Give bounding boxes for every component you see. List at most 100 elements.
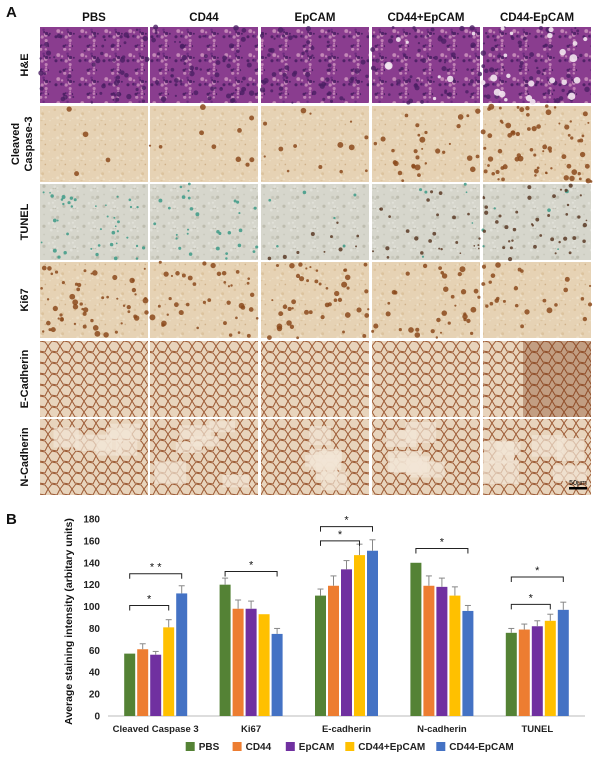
stain-dot xyxy=(282,304,288,310)
nucleus xyxy=(490,46,496,52)
micrograph-tile xyxy=(483,419,591,495)
tunel-green-dot xyxy=(186,232,189,235)
category-label: TUNEL xyxy=(521,724,553,735)
stain-dot xyxy=(585,178,591,184)
micrograph-tile xyxy=(483,341,591,417)
stain-dot xyxy=(542,144,548,150)
row-label: E-Cadherin xyxy=(19,349,31,408)
tunel-green-dot xyxy=(419,188,423,192)
stain-dot xyxy=(480,129,486,135)
stain-dot xyxy=(533,153,537,157)
nucleus xyxy=(489,67,495,73)
stain-dot xyxy=(170,274,174,278)
stain-dot xyxy=(192,282,197,286)
nucleus xyxy=(574,27,577,30)
stain-dot xyxy=(511,130,515,135)
nucleus xyxy=(519,64,523,69)
stain-dot xyxy=(520,269,524,273)
stain-dot xyxy=(168,297,172,301)
tunel-dark-dot xyxy=(512,227,517,232)
stain-dot xyxy=(514,156,520,162)
tunel-green-dot xyxy=(42,191,45,194)
tunel-dark-dot xyxy=(563,236,568,241)
stain-dot xyxy=(569,175,575,182)
nucleus xyxy=(202,35,205,38)
nucleus xyxy=(239,90,245,96)
nucleus xyxy=(189,70,195,77)
tunel-dark-dot xyxy=(477,244,480,247)
legend-swatch xyxy=(285,742,295,751)
nucleus xyxy=(292,34,296,38)
nucleus xyxy=(123,32,129,38)
tunel-dark-dot xyxy=(386,256,390,259)
nucleus xyxy=(156,52,161,56)
nucleus xyxy=(135,87,139,92)
stain-dot xyxy=(41,265,47,271)
stain-dot xyxy=(333,298,338,302)
bar xyxy=(245,608,257,716)
tunel-green-dot xyxy=(126,236,129,239)
stain-dot xyxy=(584,163,590,169)
nucleus xyxy=(524,83,528,88)
stain-dot xyxy=(443,286,449,292)
nucleus xyxy=(451,32,455,36)
nucleus xyxy=(123,41,127,45)
tunel-green-dot xyxy=(49,191,51,194)
stain-dot xyxy=(216,271,222,277)
category-label: Cleaved Caspase 3 xyxy=(113,724,199,735)
legend-label: CD44-EpCAM xyxy=(449,742,513,753)
stain-dot xyxy=(298,276,305,282)
tunel-dark-dot xyxy=(527,185,532,190)
nucleus xyxy=(348,78,354,84)
y-tick-label: 60 xyxy=(89,646,101,657)
y-axis-label: Average staining intensity (arbitary uni… xyxy=(63,518,75,725)
row-label: Ki67 xyxy=(19,288,31,311)
nucleus xyxy=(115,97,120,102)
micrograph-tile xyxy=(371,262,481,339)
tunel-dark-dot xyxy=(582,239,586,243)
nucleus xyxy=(95,58,101,64)
scale-bar-label: 50µm xyxy=(569,480,587,487)
tunel-green-dot xyxy=(167,206,171,210)
stain-dot xyxy=(235,270,240,274)
nucleus xyxy=(160,96,167,102)
tunel-green-dot xyxy=(136,205,139,209)
stain-dot xyxy=(127,310,131,314)
significance-label: * xyxy=(338,529,343,541)
micrograph-tile xyxy=(150,182,259,260)
tunel-dark-dot xyxy=(436,213,440,217)
tunel-green-dot xyxy=(97,244,101,247)
nucleus xyxy=(288,35,293,41)
nucleus xyxy=(536,66,539,70)
column-header: CD44+EpCAM xyxy=(387,12,464,24)
tunel-green-dot xyxy=(62,202,65,206)
tissue-gap xyxy=(496,442,521,456)
tunel-dark-dot xyxy=(558,240,561,244)
tile-background xyxy=(40,341,148,417)
nucleus xyxy=(43,72,47,76)
nucleus xyxy=(396,79,401,84)
significance-bracket: * xyxy=(320,529,360,546)
stain-dot xyxy=(490,273,496,278)
stain-dot xyxy=(237,128,242,133)
stain-dot xyxy=(199,130,204,136)
legend-item: CD44 xyxy=(232,742,272,753)
row-label-line: Cleaved xyxy=(10,123,22,165)
bracket-line xyxy=(510,576,564,583)
stain-dot xyxy=(447,321,451,325)
vacuole xyxy=(529,98,536,105)
significance-bracket: * * xyxy=(129,562,183,579)
stain-dot xyxy=(249,292,255,298)
nucleus xyxy=(370,47,375,52)
nucleus xyxy=(482,42,486,45)
tunel-dark-dot xyxy=(484,205,488,209)
stain-dot xyxy=(287,306,292,312)
nucleus xyxy=(242,76,246,81)
row-label-line: TUNEL xyxy=(19,203,31,240)
stain-dot xyxy=(505,122,512,129)
stain-dot xyxy=(578,177,582,181)
tunel-green-dot xyxy=(116,195,119,198)
nucleus xyxy=(45,50,52,56)
stain-dot xyxy=(134,293,137,296)
nucleus xyxy=(213,86,217,90)
